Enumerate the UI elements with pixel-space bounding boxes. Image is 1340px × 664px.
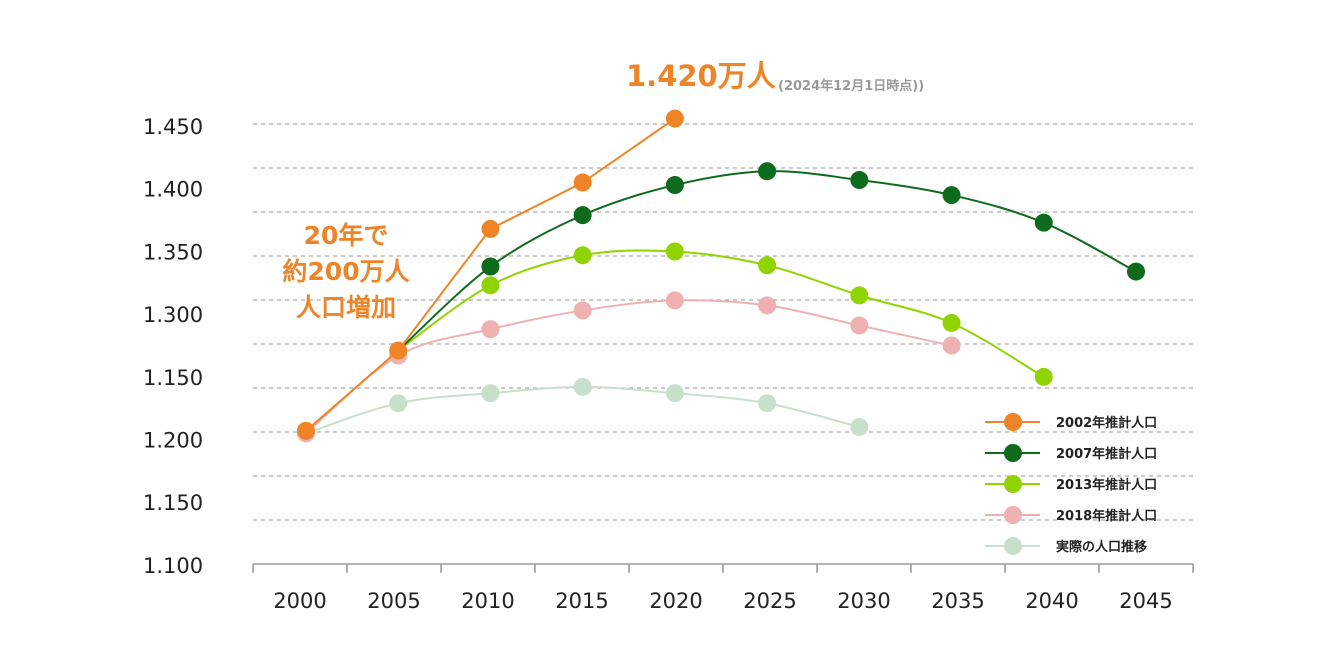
legend-marker: [1004, 537, 1022, 555]
data-point: [850, 171, 869, 190]
data-point: [573, 206, 592, 225]
legend-label: 実際の人口推移: [1056, 539, 1147, 555]
x-tick-label: 2000: [273, 589, 326, 613]
legend-marker: [1004, 506, 1022, 524]
y-tick-label: 1.300: [143, 303, 203, 327]
headline-value: 1.420万人: [626, 59, 776, 93]
data-point: [942, 186, 961, 205]
data-point: [665, 242, 684, 261]
growth-note-line-3: 人口増加: [296, 293, 396, 322]
data-point: [389, 394, 408, 413]
data-point: [573, 173, 592, 192]
data-point: [758, 296, 777, 315]
y-tick-label: 1.400: [143, 178, 203, 202]
data-point: [573, 246, 592, 265]
data-point: [665, 384, 684, 403]
data-point: [573, 377, 592, 396]
legend-marker: [1004, 413, 1022, 431]
x-tick-label: 2005: [367, 589, 420, 613]
data-point: [297, 421, 315, 440]
headline-note: (2024年12月1日時点)): [778, 78, 924, 94]
growth-note-line-1: 20年で: [304, 221, 389, 250]
x-tick-label: 2045: [1119, 589, 1172, 613]
x-tick-label: 2035: [931, 589, 984, 613]
data-point: [481, 320, 500, 339]
y-tick-label: 1.200: [143, 429, 203, 453]
legend-label: 2002年推計人口: [1056, 415, 1157, 431]
series-1: [397, 162, 1145, 352]
legend-marker: [1004, 475, 1022, 493]
data-point: [481, 384, 500, 403]
y-tick-label: 1.150: [143, 366, 203, 390]
x-tick-label: 2030: [837, 589, 890, 613]
data-point: [758, 162, 777, 181]
x-tick-label: 2020: [649, 589, 702, 613]
data-point: [481, 257, 500, 276]
series-2: [397, 242, 1053, 386]
data-point: [942, 336, 961, 355]
x-tick-label: 2010: [461, 589, 514, 613]
series-0: [297, 109, 684, 440]
data-point: [1034, 213, 1053, 232]
y-tick-label: 1.450: [143, 115, 203, 139]
data-point: [758, 256, 777, 275]
legend-label: 2013年推計人口: [1056, 477, 1157, 493]
data-point: [758, 394, 777, 413]
data-point: [389, 341, 408, 360]
data-point: [942, 313, 961, 332]
y-tick-label: 1.150: [143, 491, 203, 515]
x-tick-label: 2015: [555, 589, 608, 613]
legend-marker: [1004, 444, 1022, 462]
legend-label: 2007年推計人口: [1056, 446, 1157, 462]
data-point: [665, 109, 684, 128]
data-point: [850, 286, 869, 305]
data-point: [665, 176, 684, 195]
data-point: [665, 291, 684, 310]
y-tick-label: 1.100: [143, 554, 203, 578]
x-tick-label: 2040: [1025, 589, 1078, 613]
legend-label: 2018年推計人口: [1056, 508, 1157, 524]
x-tick-label: 2025: [743, 589, 796, 613]
data-point: [481, 276, 500, 295]
data-point: [1034, 367, 1053, 386]
data-point: [850, 418, 869, 437]
y-tick-label: 1.350: [143, 240, 203, 264]
data-point: [1127, 262, 1145, 281]
data-point: [850, 316, 869, 335]
data-point: [573, 301, 592, 320]
data-point: [481, 219, 500, 238]
growth-note-line-2: 約200万人: [282, 257, 409, 286]
